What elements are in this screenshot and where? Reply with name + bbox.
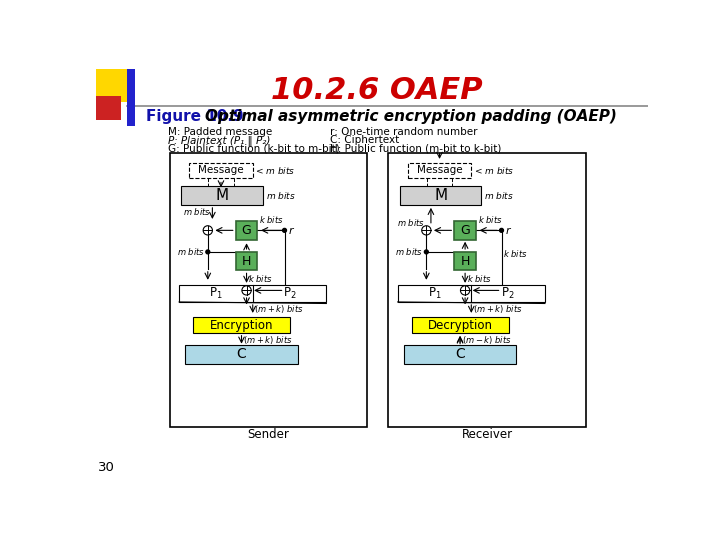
FancyBboxPatch shape bbox=[193, 318, 290, 333]
Text: $m$ bits: $m$ bits bbox=[485, 190, 514, 201]
Text: Message: Message bbox=[417, 165, 462, 176]
Text: P$_2$: P$_2$ bbox=[501, 286, 515, 301]
Text: Decryption: Decryption bbox=[428, 319, 492, 332]
FancyBboxPatch shape bbox=[170, 153, 367, 427]
Circle shape bbox=[242, 286, 251, 295]
Text: $r$: $r$ bbox=[505, 225, 512, 236]
Text: Figure 10.9: Figure 10.9 bbox=[145, 109, 243, 124]
Text: < $m$ bits: < $m$ bits bbox=[474, 165, 514, 176]
FancyBboxPatch shape bbox=[412, 318, 508, 333]
FancyBboxPatch shape bbox=[404, 345, 516, 363]
Text: $k$ bits: $k$ bits bbox=[467, 273, 491, 284]
FancyBboxPatch shape bbox=[235, 252, 258, 271]
Text: Message: Message bbox=[198, 165, 244, 176]
Text: P$_2$: P$_2$ bbox=[283, 286, 297, 301]
Text: P$_1$: P$_1$ bbox=[428, 286, 441, 301]
FancyBboxPatch shape bbox=[408, 163, 472, 178]
Text: $k$ bits: $k$ bits bbox=[248, 273, 273, 284]
Text: $m$ bits: $m$ bits bbox=[177, 246, 204, 258]
Circle shape bbox=[461, 286, 469, 295]
Circle shape bbox=[203, 226, 212, 235]
FancyBboxPatch shape bbox=[127, 70, 135, 126]
Text: $(m + k)$ bits: $(m + k)$ bits bbox=[243, 334, 292, 346]
Text: $m$ bits: $m$ bits bbox=[183, 206, 211, 217]
Text: P: Plaintext (P₁ ‖ P₂): P: Plaintext (P₁ ‖ P₂) bbox=[168, 135, 270, 145]
Text: $(m + k)$ bits: $(m + k)$ bits bbox=[473, 303, 523, 315]
FancyBboxPatch shape bbox=[388, 153, 586, 427]
Text: M: Padded message: M: Padded message bbox=[168, 127, 271, 137]
FancyBboxPatch shape bbox=[96, 96, 121, 120]
Text: $(m - k)$ bits: $(m - k)$ bits bbox=[462, 334, 511, 346]
FancyBboxPatch shape bbox=[181, 186, 263, 205]
Circle shape bbox=[206, 250, 210, 254]
FancyBboxPatch shape bbox=[185, 345, 297, 363]
Text: H: H bbox=[242, 255, 251, 268]
Text: G: G bbox=[242, 224, 251, 237]
FancyBboxPatch shape bbox=[96, 70, 129, 102]
Text: Encryption: Encryption bbox=[210, 319, 274, 332]
Circle shape bbox=[422, 226, 431, 235]
Text: $k$ bits: $k$ bits bbox=[477, 214, 502, 225]
Text: H: H bbox=[460, 255, 469, 268]
Text: H: Public function (m-bit to k-bit): H: Public function (m-bit to k-bit) bbox=[330, 144, 502, 154]
Text: G: G bbox=[460, 224, 470, 237]
Text: r: One-time random number: r: One-time random number bbox=[330, 127, 478, 137]
Text: G: Public function (k-bit to m-bit): G: Public function (k-bit to m-bit) bbox=[168, 144, 339, 154]
FancyBboxPatch shape bbox=[454, 252, 476, 271]
Text: $m$ bits: $m$ bits bbox=[395, 246, 423, 258]
Text: C: Ciphertext: C: Ciphertext bbox=[330, 135, 400, 145]
FancyBboxPatch shape bbox=[397, 285, 545, 302]
Text: P$_1$: P$_1$ bbox=[209, 286, 222, 301]
FancyBboxPatch shape bbox=[189, 163, 253, 178]
Text: $k$ bits: $k$ bits bbox=[503, 248, 528, 259]
FancyBboxPatch shape bbox=[454, 221, 476, 240]
Text: M: M bbox=[434, 188, 447, 203]
Text: $m$ bits: $m$ bits bbox=[266, 190, 296, 201]
FancyBboxPatch shape bbox=[179, 285, 326, 302]
Circle shape bbox=[282, 228, 287, 232]
Text: $k$ bits: $k$ bits bbox=[259, 214, 284, 225]
FancyBboxPatch shape bbox=[400, 186, 482, 205]
Text: 30: 30 bbox=[98, 462, 114, 475]
Text: $r$: $r$ bbox=[287, 225, 294, 236]
Circle shape bbox=[424, 250, 428, 254]
Text: M: M bbox=[215, 188, 229, 203]
Text: C: C bbox=[455, 347, 465, 361]
Text: Receiver: Receiver bbox=[462, 428, 513, 441]
Text: Sender: Sender bbox=[248, 428, 289, 441]
Text: 10.2.6 OAEP: 10.2.6 OAEP bbox=[271, 77, 482, 105]
Text: C: C bbox=[237, 347, 246, 361]
Text: $m$ bits: $m$ bits bbox=[397, 217, 425, 228]
FancyBboxPatch shape bbox=[235, 221, 258, 240]
Text: Optimal asymmetric encryption padding (OAEP): Optimal asymmetric encryption padding (O… bbox=[204, 109, 616, 124]
Text: $(m + k)$ bits: $(m + k)$ bits bbox=[254, 303, 304, 315]
Circle shape bbox=[500, 228, 503, 232]
Text: < $m$ bits: < $m$ bits bbox=[255, 165, 295, 176]
